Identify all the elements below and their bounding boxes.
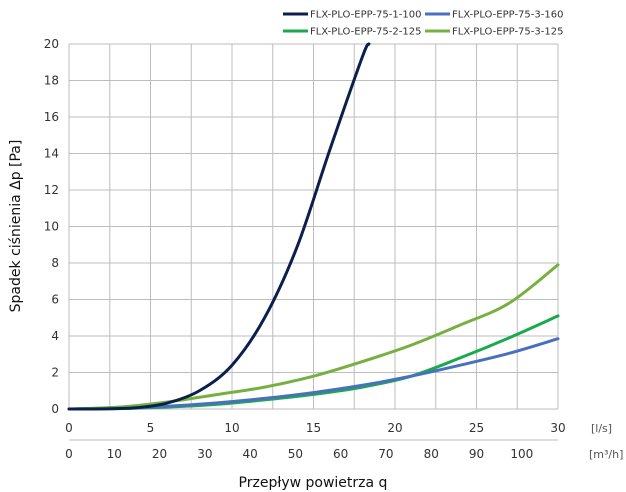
y-tick-label: 20 xyxy=(44,37,59,51)
y-tick-label: 8 xyxy=(51,256,59,270)
x-tick-label-secondary: 20 xyxy=(152,447,167,461)
x-unit-primary: [l/s] xyxy=(591,422,612,435)
x-tick-label-secondary: 0 xyxy=(65,447,73,461)
x-unit-secondary: [m³/h] xyxy=(589,448,623,461)
x-tick-label: 25 xyxy=(469,421,484,435)
y-tick-label: 14 xyxy=(44,147,59,161)
x-tick-label-secondary: 50 xyxy=(288,447,303,461)
series-line-flx-plo-epp-75-1-100 xyxy=(67,42,371,411)
y-tick-label: 6 xyxy=(51,293,59,307)
y-tick-label: 12 xyxy=(44,183,59,197)
x-tick-label: 0 xyxy=(65,421,73,435)
series-line-flx-plo-epp-75-3-125 xyxy=(67,263,560,411)
x-tick-label-secondary: 30 xyxy=(197,447,212,461)
grid xyxy=(68,43,559,441)
legend-entry: FLX-PLO-EPP-75-3-125 xyxy=(452,27,563,38)
x-axis-label: Przepływ powietrza q xyxy=(239,475,388,491)
y-tick-label: 2 xyxy=(51,366,59,380)
x-tick-label-secondary: 100 xyxy=(510,447,533,461)
legend-entry: FLX-PLO-EPP-75-1-100 xyxy=(310,10,421,21)
x-tick-label-secondary: 40 xyxy=(242,447,257,461)
y-axis-label: Spadek ciśnienia Δp [Pa] xyxy=(8,140,24,313)
y-tick-label: 4 xyxy=(51,329,59,343)
x-tick-label: 15 xyxy=(306,421,321,435)
x-tick-label: 30 xyxy=(550,421,565,435)
x-tick-label-secondary: 10 xyxy=(107,447,122,461)
legend-entry: FLX-PLO-EPP-75-2-125 xyxy=(310,27,421,38)
legend-entry: FLX-PLO-EPP-75-3-160 xyxy=(452,10,563,21)
x-tick-label: 5 xyxy=(147,421,155,435)
y-tick-label: 10 xyxy=(44,220,59,234)
y-tick-label: 0 xyxy=(51,402,59,416)
y-tick-label: 16 xyxy=(44,110,59,124)
x-tick-label-secondary: 60 xyxy=(333,447,348,461)
legend: FLX-PLO-EPP-75-1-100 FLX-PLO-EPP-75-3-160… xyxy=(283,10,563,38)
x-tick-label-secondary: 80 xyxy=(424,447,439,461)
x-tick-label-secondary: 90 xyxy=(469,447,484,461)
series-lines xyxy=(67,42,560,411)
x-tick-label: 20 xyxy=(387,421,402,435)
y-tick-label: 18 xyxy=(44,74,59,88)
tick-labels: 0 2 4 6 8 10 12 14 16 18 20 0 5 10 15 20 25 30 0 10 20 30 40 50… xyxy=(44,37,566,461)
x-tick-label-secondary: 70 xyxy=(378,447,393,461)
x-tick-label: 10 xyxy=(224,421,239,435)
